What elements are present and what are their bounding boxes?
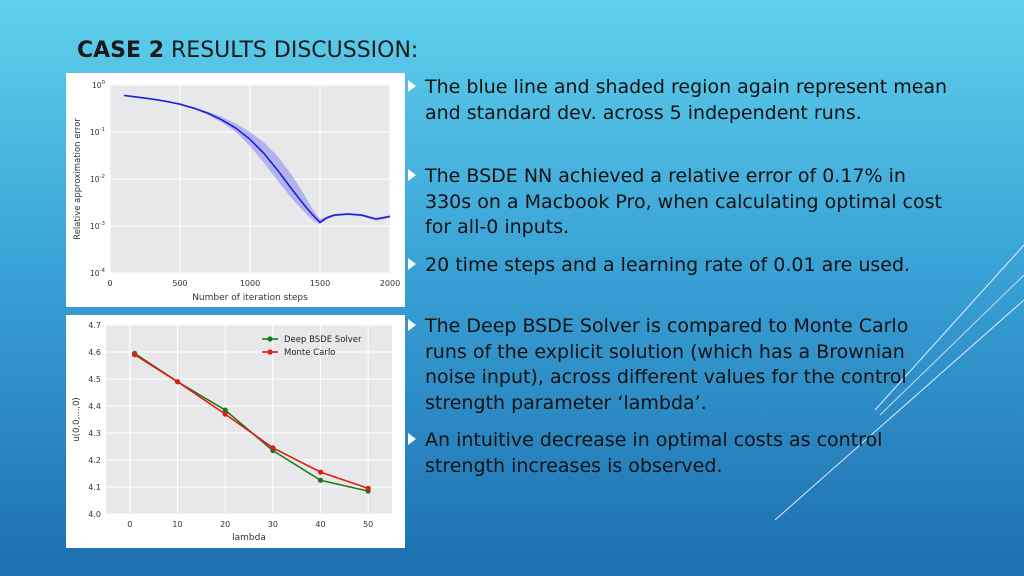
monte-carlo-point [270,445,276,451]
x-tick-label: 0 [107,279,112,288]
deep-bsde-solver-point [222,407,228,413]
y-axis-label: u(0,0,...,0) [72,397,82,441]
x-tick-label: 20 [220,520,230,529]
monte-carlo-line [134,354,369,490]
y-tick-label: 4.5 [88,375,101,384]
bullet-arrow-icon [408,80,416,92]
plot-area [106,325,392,514]
x-tick-label: 500 [172,279,187,288]
legend-label: Deep BSDE Solver [284,335,362,345]
y-tick-label: 4.6 [88,348,101,357]
legend-label: Monte Carlo [284,348,335,358]
y-axis-label: Relative approximation error [73,118,83,240]
monte-carlo-point [222,411,228,417]
bullet-text: The BSDE NN achieved a relative error of… [425,165,942,238]
bullet-text: An intuitive decrease in optimal costs a… [425,429,883,477]
slide-title: CASE 2 RESULTS DISCUSSION: [77,38,418,63]
x-tick-label: 1000 [240,279,260,288]
lambda-chart: 0 10 20 30 40 50 4.0 4.1 4.2 4.3 4.4 4.5 4.6 4.7 Deep … [72,321,392,543]
y-tick-label: 10-3 [90,221,106,231]
x-axis-label: Number of iteration steps [192,293,308,303]
bullet-arrow-icon [408,258,416,270]
monte-carlo-point [365,485,371,491]
monte-carlo-point [174,379,181,385]
bullet-text: The blue line and shaded region again re… [425,76,948,124]
decorative-line [874,244,1024,411]
bullet-arrow-icon [408,433,416,445]
bullet-text: 20 time steps and a learning rate of 0.0… [425,254,911,276]
x-tick-label: 0 [127,520,132,529]
x-axis-label: lambda [232,533,266,543]
lambda-chart-panel: 0 10 20 30 40 50 4.0 4.1 4.2 4.3 4.4 4.5 4.6 4.7 Deep … [66,315,405,548]
decorative-line [774,299,1024,521]
y-tick-label: 4.2 [88,456,101,465]
error-chart-panel: 0 500 1000 1500 2000 10-4 10-3 10-2 10-1 100 Numbe… [66,73,405,307]
slide-title-bold: CASE 2 [77,38,165,63]
monte-carlo-point [132,352,138,358]
error-chart: 0 500 1000 1500 2000 10-4 10-3 10-2 10-1 100 Numbe… [73,80,400,303]
x-tick-label: 10 [172,520,182,529]
x-tick-label: 40 [315,520,325,529]
x-tick-label: 30 [268,520,278,529]
y-tick-label: 4.0 [88,510,101,519]
decorative-line [879,274,1024,416]
y-tick-label: 10-1 [90,127,105,137]
y-tick-label: 100 [92,80,106,90]
deep-bsde-solver-point [317,477,324,483]
legend-marker [267,349,273,355]
y-tick-label: 4.1 [88,483,101,492]
x-tick-label: 50 [363,520,373,529]
bullet-arrow-icon [408,319,416,331]
x-tick-label: 1500 [310,279,330,288]
monte-carlo-point [317,469,324,475]
y-tick-label: 4.7 [88,321,101,330]
y-tick-label: 10-2 [90,174,105,184]
bullet-text: The Deep BSDE Solver is compared to Mont… [425,315,909,414]
mean-error-line [123,94,391,224]
x-tick-label: 2000 [380,279,400,288]
legend-marker [267,336,273,342]
y-tick-label: 4.3 [88,429,101,438]
y-tick-label: 10-4 [90,268,106,278]
y-tick-label: 4.4 [88,402,101,411]
slide-title-rest: RESULTS DISCUSSION: [164,38,419,63]
bullet-arrow-icon [408,169,416,181]
